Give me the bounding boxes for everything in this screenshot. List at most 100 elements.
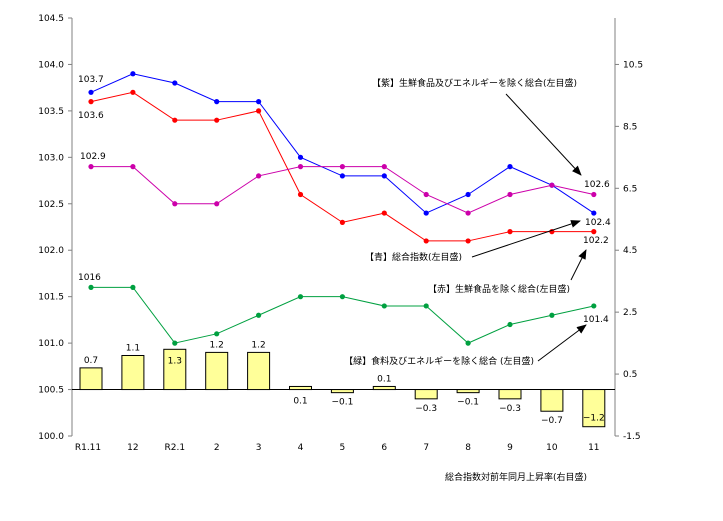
bar-value-label: 0.7: [84, 356, 98, 366]
data-point: [256, 108, 262, 114]
x-tick-label: 3: [256, 443, 262, 453]
data-point: [381, 303, 387, 309]
bar: [540, 389, 564, 412]
right-tick-label: 2.5: [623, 308, 637, 318]
x-tick-label: R1.11: [75, 443, 101, 453]
data-point: [423, 191, 429, 198]
right-tick-label: 6.5: [623, 184, 637, 194]
x-tick-label: 2: [214, 443, 220, 453]
data-point: [88, 99, 94, 105]
data-point: [465, 210, 471, 216]
data-point: [297, 294, 304, 300]
right-tick-label: -1.5: [623, 432, 641, 442]
annotation-purple: 【紫】生鮮食品及びエネルギーを除く総合(左目盛): [372, 77, 577, 89]
data-point: [130, 284, 136, 290]
data-point: [297, 191, 304, 198]
bar-value-label: −0.1: [331, 398, 353, 408]
left-tick-label: 103.5: [38, 107, 64, 117]
data-point: [88, 164, 94, 170]
data-point: [339, 219, 345, 225]
data-point: [591, 210, 597, 216]
data-point: [381, 164, 387, 170]
bar-value-label: 1.2: [251, 340, 265, 350]
x-tick-label: 7: [423, 443, 429, 453]
data-point: [256, 312, 262, 318]
data-point: [465, 238, 471, 244]
x-tick-label: 8: [465, 443, 471, 453]
data-point: [339, 294, 345, 300]
left-tick-label: 101.5: [38, 293, 64, 303]
bar: [330, 389, 354, 394]
right-tick-label: 8.5: [623, 122, 637, 132]
first-value-label: 1016: [78, 273, 101, 283]
data-point: [172, 201, 178, 207]
data-point: [130, 89, 136, 95]
data-point: [381, 173, 387, 179]
last-value-label: 102.6: [584, 180, 610, 190]
data-point: [172, 80, 178, 86]
bar-value-label: 1.3: [168, 356, 182, 366]
x-tick-label: 5: [340, 443, 346, 453]
bar: [247, 351, 271, 391]
data-point: [130, 71, 136, 77]
bar-value-label: −0.1: [457, 398, 479, 408]
annotation-green: 【緑】食料及びエネルギーを除く総合 (左目盛): [344, 355, 534, 367]
data-point: [256, 173, 262, 179]
bar-value-label: −0.7: [541, 416, 563, 426]
x-tick-label: 6: [381, 443, 387, 453]
data-point: [423, 303, 429, 309]
bar: [456, 389, 480, 394]
data-point: [507, 164, 513, 170]
data-point: [591, 191, 597, 198]
data-point: [507, 229, 513, 235]
first-value-label: 102.9: [80, 152, 106, 162]
bar-series-label: 総合指数対前年同月上昇率(右目盛): [445, 471, 587, 483]
data-point: [507, 191, 513, 198]
data-point: [339, 173, 345, 179]
bar-value-label: −1.2: [583, 414, 605, 424]
bar: [414, 389, 438, 400]
x-tick-label: 11: [588, 443, 599, 453]
left-tick-label: 104.5: [38, 14, 64, 24]
data-point: [549, 312, 555, 318]
bar: [121, 354, 145, 391]
data-point: [256, 99, 262, 105]
bar-value-label: −0.3: [415, 404, 437, 414]
bar-value-label: 0.1: [293, 397, 307, 407]
bar: [372, 385, 396, 391]
data-point: [297, 164, 304, 170]
left-tick-label: 100.5: [38, 386, 64, 396]
data-point: [172, 117, 178, 123]
data-point: [465, 191, 471, 198]
bar-value-label: −0.3: [499, 404, 521, 414]
bar: [79, 367, 103, 391]
right-tick-label: 0.5: [623, 370, 637, 380]
bar: [498, 389, 522, 400]
data-point: [214, 331, 220, 337]
first-value-label: 103.6: [78, 111, 104, 121]
data-point: [507, 321, 513, 328]
last-value-label: 102.4: [585, 218, 611, 228]
annotation-blue: 【青】総合指数(左目盛): [365, 251, 462, 263]
arrow: [505, 93, 582, 176]
data-point: [172, 340, 178, 346]
data-point: [297, 154, 304, 160]
data-point: [214, 99, 220, 105]
annotation-red: 【赤】生鮮食品を除く総合(左目盛): [428, 283, 570, 295]
x-tick-label: 10: [546, 443, 558, 453]
arrow: [537, 324, 587, 362]
left-tick-label: 102.0: [38, 246, 64, 256]
data-point: [591, 229, 597, 235]
bar-value-label: 1.2: [210, 340, 224, 350]
right-tick-label: 10.5: [623, 60, 643, 70]
data-point: [130, 164, 136, 170]
data-point: [423, 238, 429, 244]
data-point: [423, 210, 429, 216]
left-tick-label: 101.0: [38, 339, 64, 349]
data-point: [88, 284, 94, 290]
left-tick-label: 102.5: [38, 200, 64, 210]
x-tick-label: 12: [127, 443, 138, 453]
data-point: [339, 164, 345, 170]
left-tick-label: 103.0: [38, 153, 64, 163]
